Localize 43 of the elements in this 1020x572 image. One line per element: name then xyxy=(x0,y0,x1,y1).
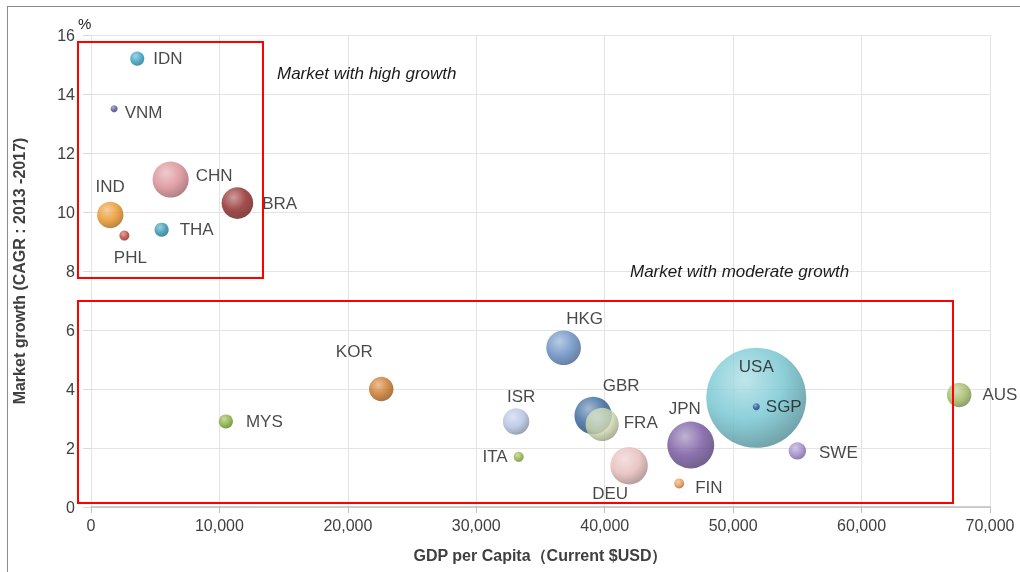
y-tick-label: 12 xyxy=(57,144,76,162)
y-tick-label: 14 xyxy=(57,85,76,103)
series-label: PHL xyxy=(113,247,147,267)
y-tick-label: 10 xyxy=(57,203,76,221)
y-tick-label: 4 xyxy=(66,380,76,398)
series-label: CHN xyxy=(195,166,233,186)
y-tick-label: 6 xyxy=(66,321,76,339)
annotation: Market with high growth xyxy=(277,64,457,83)
x-axis-title: GDP per Capita（Current $USD） xyxy=(413,546,668,565)
series-label: IND xyxy=(95,176,125,196)
y-tick-label: 2 xyxy=(66,439,76,457)
series-label: DEU xyxy=(592,484,629,504)
y-tick-label: 16 xyxy=(57,26,76,44)
x-tick-label: 10,000 xyxy=(194,516,244,534)
series-label: IDN xyxy=(153,49,183,69)
x-tick-label: 0 xyxy=(86,516,96,534)
series-label: AUS xyxy=(982,385,1018,405)
text: % xyxy=(78,15,92,32)
x-tick-label: 70,000 xyxy=(965,516,1015,534)
x-tick-label: 20,000 xyxy=(323,516,373,534)
series-label: JPN xyxy=(668,398,701,418)
series-label: VNM xyxy=(124,103,163,123)
series-label: FIN xyxy=(695,477,723,497)
series-label: FRA xyxy=(623,412,659,432)
x-tick-label: 40,000 xyxy=(580,516,630,534)
series-label: USA xyxy=(738,357,775,377)
series-label: SWE xyxy=(819,443,858,463)
x-tick-label: 50,000 xyxy=(708,516,758,534)
x-tick-label: 30,000 xyxy=(451,516,501,534)
series-label: HKG xyxy=(566,309,604,329)
annotation: Market with moderate growth xyxy=(630,262,850,281)
series-label: ITA xyxy=(482,447,509,467)
x-tick-label: 60,000 xyxy=(837,516,887,534)
y-axis-title: Market growth (CAGR : 2013 -2017) xyxy=(10,137,28,405)
series-label: ISR xyxy=(506,387,536,407)
series-label: SGP xyxy=(765,397,802,417)
series-label: GBR xyxy=(602,375,640,395)
series-label: BRA xyxy=(262,193,298,213)
y-tick-label: 0 xyxy=(66,498,76,516)
series-label: KOR xyxy=(335,341,373,361)
series-label: MYS xyxy=(245,411,283,431)
series-label: THA xyxy=(179,220,215,240)
y-tick-label: 8 xyxy=(66,262,76,280)
